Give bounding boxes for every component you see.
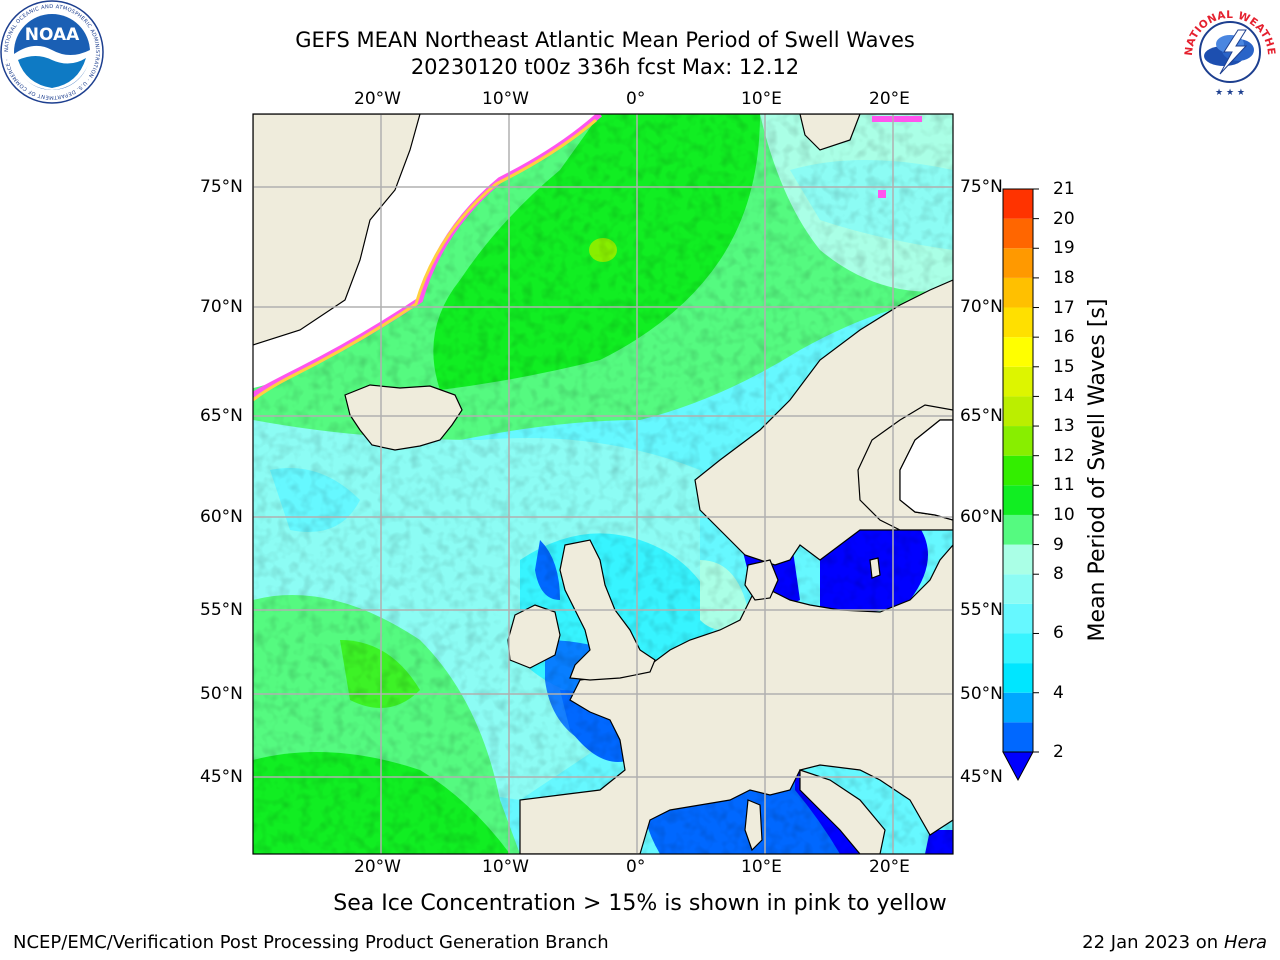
lat-tick-left: 55°N xyxy=(200,600,243,620)
lon-tick-bottom: 10°E xyxy=(741,857,782,877)
lat-tick-left: 65°N xyxy=(200,406,243,426)
lat-tick-right: 70°N xyxy=(960,297,1003,317)
noaa-logo-icon: NOAA NATIONAL OCEANIC AND ATMOSPHERIC AD… xyxy=(0,0,104,104)
map-subtitle: 20230120 t00z 336h fcst Max: 12.12 xyxy=(410,55,800,79)
colorbar-tick-label: 20 xyxy=(1053,208,1075,229)
colorbar-band xyxy=(1003,455,1033,486)
footer-date-text: 22 Jan 2023 on xyxy=(1082,932,1224,953)
colorbar-band xyxy=(1003,633,1033,664)
map-panel xyxy=(253,114,953,854)
colorbar-tick-label: 12 xyxy=(1053,445,1075,466)
sea-ice-edge xyxy=(253,114,603,398)
colorbar-band xyxy=(1003,574,1033,604)
colorbar-band xyxy=(1003,248,1033,278)
colorbar-tick-label: 8 xyxy=(1053,564,1064,585)
colorbar-tick-label: 6 xyxy=(1053,623,1064,644)
gridlines xyxy=(253,114,953,854)
map-frame xyxy=(252,113,954,855)
lat-tick-left: 75°N xyxy=(200,177,243,197)
lat-tick-right: 55°N xyxy=(960,600,1003,620)
lon-tick-top: 10°W xyxy=(482,89,529,109)
scandinavia xyxy=(694,279,953,566)
lat-tick-right: 65°N xyxy=(960,406,1003,426)
lat-tick-right: 50°N xyxy=(960,684,1003,704)
colorbar-band xyxy=(1003,307,1033,338)
footer-date: 22 Jan 2023 on Hera xyxy=(1082,932,1267,954)
footer-credit: NCEP/EMC/Verification Post Processing Pr… xyxy=(13,932,609,953)
colorbar-tick-label: 19 xyxy=(1053,238,1075,259)
italy xyxy=(799,769,886,854)
lat-tick-right: 45°N xyxy=(960,767,1003,787)
colorbar-band xyxy=(1003,426,1033,456)
colorbar-label-text: Mean Period of Swell Waves [s] xyxy=(1085,298,1110,642)
colorbar-tick-label: 9 xyxy=(1053,534,1064,555)
colorbar-tick-label: 21 xyxy=(1053,179,1075,199)
colorbar-tick-label: 11 xyxy=(1053,475,1075,496)
colorbar-tick-label: 18 xyxy=(1053,267,1075,288)
colorbar xyxy=(1003,189,1033,752)
lon-tick-bottom: 20°W xyxy=(354,857,401,877)
iceland xyxy=(344,384,463,451)
lat-tick-left: 60°N xyxy=(200,507,243,527)
colorbar-band xyxy=(1003,722,1033,752)
colorbar-tick-label: 16 xyxy=(1053,327,1075,348)
map-title: GEFS MEAN Northeast Atlantic Mean Period… xyxy=(295,28,915,52)
svalbard xyxy=(799,114,861,151)
lon-tick-top: 10°E xyxy=(741,89,782,109)
colorbar-tick-label: 10 xyxy=(1053,504,1075,525)
colorbar-band xyxy=(1003,337,1033,367)
colorbar-tick-label: 13 xyxy=(1053,416,1075,437)
colorbar-band xyxy=(1003,396,1033,427)
sea-ice-caption: Sea Ice Concentration > 15% is shown in … xyxy=(333,891,947,916)
colorbar-band xyxy=(1003,218,1033,249)
greenland xyxy=(253,114,421,346)
lat-tick-left: 50°N xyxy=(200,684,243,704)
footer-host: Hera xyxy=(1223,932,1267,953)
colorbar-extend-min xyxy=(1002,751,1034,782)
colorbar-frame xyxy=(1002,188,1034,753)
corsica-sardinia xyxy=(744,799,763,852)
colorbar-band xyxy=(1003,189,1033,219)
colorbar-band xyxy=(1003,277,1033,308)
colorbar-band xyxy=(1003,692,1033,723)
colorbar-band xyxy=(1003,514,1033,545)
denmark xyxy=(744,559,779,601)
nws-logo-icon: NATIONAL WEATHER SERVICE ★ ★ ★ xyxy=(1176,0,1277,99)
colorbar-tick-label: 17 xyxy=(1053,297,1075,318)
lon-tick-bottom: 10°W xyxy=(482,857,529,877)
lat-tick-left: 70°N xyxy=(200,297,243,317)
svg-text:★ ★ ★: ★ ★ ★ xyxy=(1215,88,1245,98)
colorbar-band xyxy=(1003,603,1033,634)
lat-tick-right: 60°N xyxy=(960,507,1003,527)
colorbar-tick-label: 15 xyxy=(1053,356,1075,377)
colorbar-band xyxy=(1003,544,1033,575)
colorbar-band xyxy=(1003,366,1033,397)
lon-tick-bottom: 0° xyxy=(626,857,646,877)
noaa-logo-text: NOAA xyxy=(25,25,80,45)
colorbar-tick-label: 4 xyxy=(1053,682,1064,703)
gotland xyxy=(869,557,881,579)
lon-tick-top: 0° xyxy=(626,89,646,109)
lat-tick-left: 45°N xyxy=(200,767,243,787)
lon-tick-bottom: 20°E xyxy=(869,857,910,877)
colorbar-band xyxy=(1003,663,1033,693)
colorbar-tick-label: 2 xyxy=(1053,742,1064,762)
lon-tick-top: 20°W xyxy=(354,89,401,109)
colorbar-band xyxy=(1003,485,1033,515)
lon-tick-top: 20°E xyxy=(869,89,910,109)
lat-tick-right: 75°N xyxy=(960,177,1003,197)
colorbar-tick-label: 14 xyxy=(1053,386,1075,407)
